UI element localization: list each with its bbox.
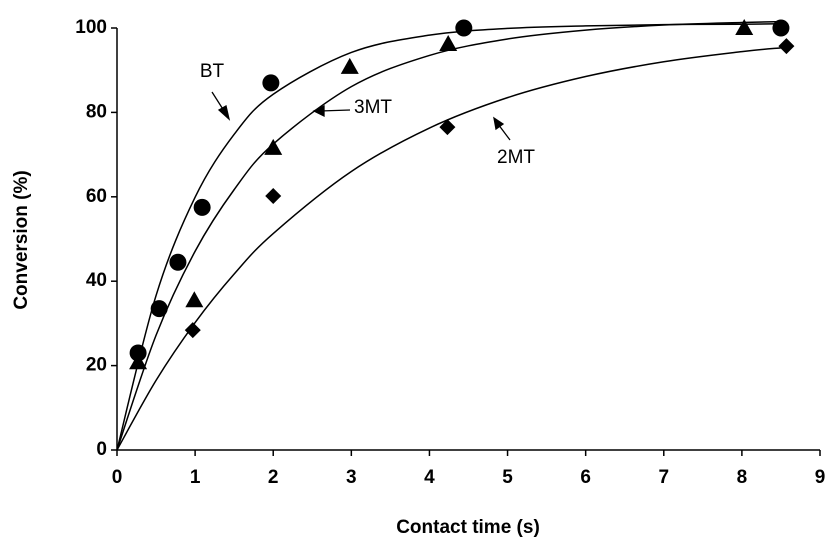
annotation: 2MT (497, 147, 535, 168)
fit-curve (116, 20, 781, 451)
marker (772, 19, 790, 37)
fit-curve (116, 23, 781, 451)
marker (340, 57, 359, 74)
arrowhead (493, 116, 505, 131)
y-axis-title: Conversion (%) (11, 170, 32, 309)
x-tick-label: 5 (502, 467, 513, 488)
y-tick-label: 60 (86, 186, 107, 207)
marker (778, 38, 795, 55)
y-tick-label: 20 (86, 355, 107, 376)
marker (262, 74, 280, 92)
marker (169, 253, 187, 271)
marker (735, 19, 754, 35)
marker (439, 35, 458, 52)
x-tick-label: 6 (580, 467, 591, 488)
marker (129, 353, 148, 370)
x-tick-label: 9 (815, 467, 826, 488)
x-tick-label: 4 (424, 467, 435, 488)
y-tick-label: 40 (86, 270, 107, 291)
x-tick-label: 7 (658, 467, 669, 488)
x-axis-title: Contact time (s) (396, 517, 540, 538)
annotation: BT (200, 61, 225, 82)
arrowhead (217, 105, 231, 121)
arrow (319, 109, 351, 112)
marker (264, 138, 283, 155)
y-tick-label: 80 (86, 101, 107, 122)
marker (184, 322, 201, 339)
x-tick-label: 1 (190, 467, 201, 488)
marker (193, 198, 211, 216)
marker (185, 291, 204, 308)
annotation: 3MT (354, 97, 392, 118)
marker (150, 300, 168, 318)
y-tick-label: 0 (96, 439, 107, 460)
x-tick-label: 2 (268, 467, 279, 488)
x-tick-label: 0 (112, 467, 123, 488)
marker (265, 187, 282, 204)
fit-curve (116, 47, 782, 451)
marker (129, 344, 147, 362)
marker (439, 119, 456, 136)
marker (455, 19, 473, 37)
x-tick-label: 3 (346, 467, 357, 488)
x-tick-label: 8 (737, 467, 748, 488)
y-tick-label: 100 (75, 17, 107, 38)
